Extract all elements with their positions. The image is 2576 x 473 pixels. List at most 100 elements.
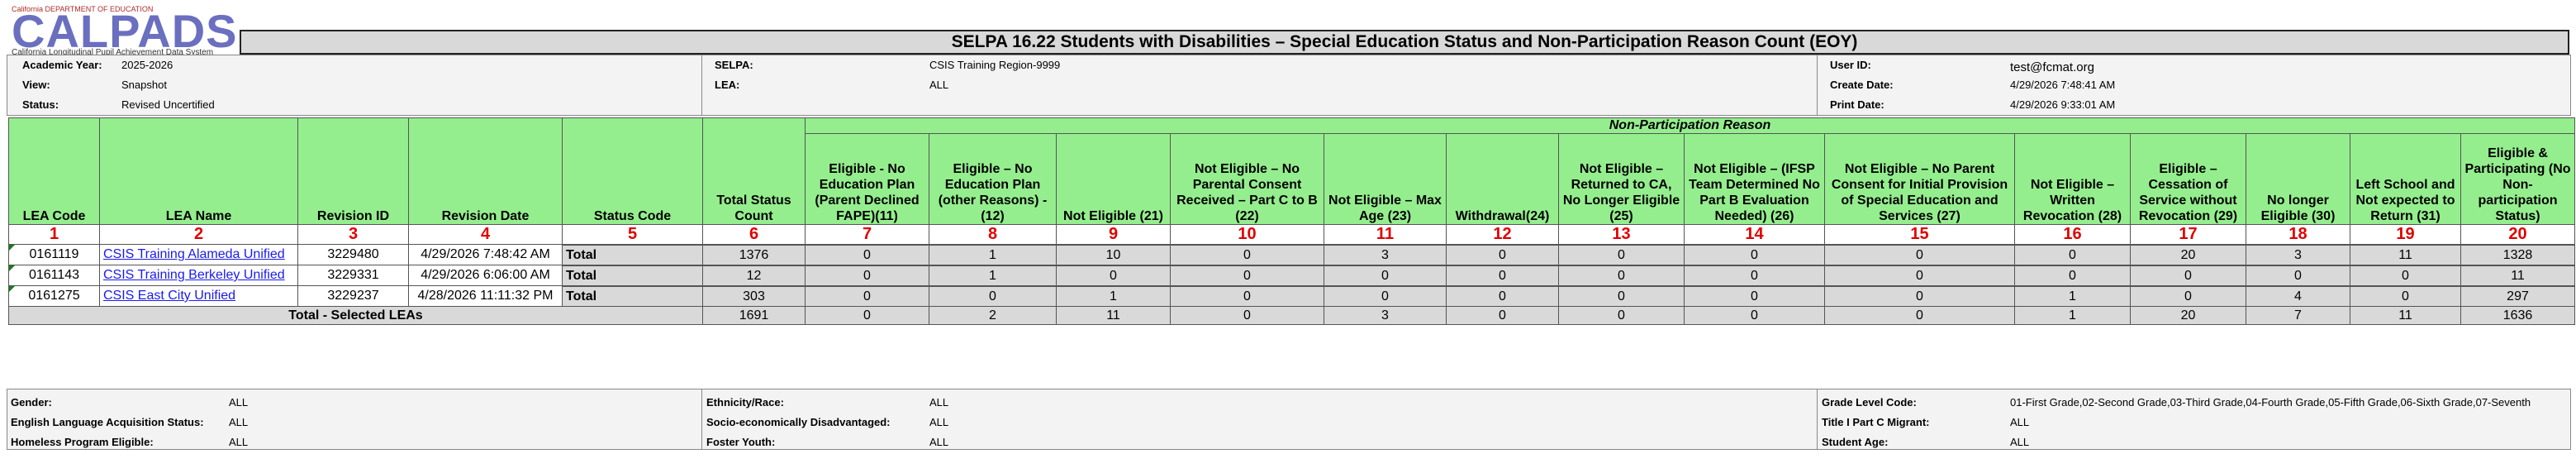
lea-name-link[interactable]: CSIS Training Berkeley Unified — [103, 268, 285, 282]
foster-label: Foster Youth: — [706, 436, 776, 448]
lea-code: 0161275 — [28, 289, 80, 303]
total-value: 0 — [1170, 265, 1324, 286]
revision-id: 3229480 — [297, 244, 409, 265]
academic-year-value: 2025-2026 — [121, 59, 173, 71]
total-value: 12 — [702, 265, 806, 286]
total-value: 0 — [1558, 286, 1685, 307]
sed-value: ALL — [929, 416, 949, 428]
col-header-lea-name: LEA Name — [99, 117, 298, 225]
column-number: 18 — [2246, 224, 2350, 245]
column-number: 3 — [297, 224, 409, 245]
col-header-reason-21: Not Eligible (21) — [1056, 133, 1171, 225]
grade-value: 01-First Grade,02-Second Grade,03-Third … — [2010, 396, 2531, 408]
col-header-reason-31: Left School and Not expected to Return (… — [2350, 133, 2461, 225]
ela-value: ALL — [229, 416, 249, 428]
lea-name-cell: CSIS Training Alameda Unified — [99, 244, 298, 265]
lea-code-cell: 0161143 — [8, 265, 100, 286]
col-header-reason-11: Eligible - No Education Plan (Parent Dec… — [805, 133, 929, 225]
grand-total-value: 1691 — [702, 306, 806, 325]
total-value: 11 — [2350, 245, 2461, 265]
total-value: 0 — [1558, 265, 1685, 286]
total-value: 0 — [2246, 265, 2350, 286]
column-number: 10 — [1170, 224, 1324, 245]
total-value: 0 — [1684, 286, 1825, 307]
grand-total-value: 0 — [1824, 306, 2015, 325]
total-value: 0 — [1056, 265, 1171, 286]
total-value: 303 — [702, 286, 806, 307]
lea-code-cell: 0161275 — [8, 285, 100, 307]
total-value: 297 — [2460, 286, 2576, 307]
ela-label: English Language Acquisition Status: — [11, 416, 204, 428]
col-header-status-code: Status Code — [562, 117, 703, 225]
col-header-reason-30: No longer Eligible (30) — [2246, 133, 2350, 225]
col-header-lea-code: LEA Code — [8, 117, 100, 225]
grand-total-value: 3 — [1324, 306, 1447, 325]
homeless-value: ALL — [229, 436, 249, 448]
print-date-value: 4/29/2026 9:33:01 AM — [2010, 98, 2116, 111]
col-header-revision-id: Revision ID — [297, 117, 409, 225]
revision-date: 4/29/2026 6:06:00 AM — [408, 265, 563, 286]
total-value: 0 — [2014, 265, 2131, 286]
sed-label: Socio-economically Disadvantaged: — [706, 416, 891, 428]
revision-id: 3229237 — [297, 285, 409, 307]
total-value: 0 — [805, 245, 929, 265]
lea-total-row: Total 1376 0 1 10 0 3 0 0 0 0 0 20 3 11 1328 — [9, 245, 2576, 265]
grand-total-row: Total - Selected LEAs 1691 0 2 11 0 3 0 0 0 0 1 20 7 1… — [8, 306, 2576, 325]
footer-divider — [701, 389, 702, 449]
total-label: Total — [562, 245, 703, 265]
cell-flag-marker — [9, 245, 15, 251]
col-header-total-status-count: Total Status Count — [702, 117, 806, 225]
total-value: 11 — [2460, 265, 2576, 286]
migrant-label: Title I Part C Migrant: — [1822, 416, 1930, 428]
report-title: SELPA 16.22 Students with Disabilities –… — [240, 30, 2569, 55]
age-value: ALL — [2010, 436, 2030, 448]
cell-flag-marker — [9, 265, 15, 271]
non-participation-reason-header: Non-Participation Reason — [804, 117, 2576, 134]
total-value: 0 — [2014, 245, 2131, 265]
total-value: 0 — [805, 286, 929, 307]
calpads-logo: California DEPARTMENT OF EDUCATION CALPA… — [7, 5, 238, 57]
total-value: 0 — [1324, 265, 1447, 286]
column-number: 8 — [929, 224, 1057, 245]
total-value: 0 — [1170, 245, 1324, 265]
total-value: 1 — [2014, 286, 2131, 307]
lea-name-cell: CSIS East City Unified — [99, 285, 298, 307]
column-number-row: 1 2 3 4 5 6 7 8 9 10 11 12 13 14 15 16 17 18 19 20 — [8, 224, 2576, 245]
grand-total-label: Total - Selected LEAs — [8, 306, 703, 325]
total-value: 0 — [1824, 286, 2015, 307]
grand-total-value: 1 — [2014, 306, 2131, 325]
column-number: 13 — [1558, 224, 1685, 245]
total-value: 0 — [2350, 286, 2461, 307]
col-header-reason-24: Withdrawal(24) — [1446, 133, 1559, 225]
col-header-reason-27: Not Eligible – No Parent Consent for Ini… — [1824, 133, 2015, 225]
lea-total-row: Total 303 0 0 1 0 0 0 0 0 0 1 0 4 0 297 — [9, 286, 2576, 307]
lea-name-link[interactable]: CSIS Training Alameda Unified — [103, 247, 285, 261]
footer-divider — [1817, 389, 1818, 449]
total-value: 0 — [1684, 245, 1825, 265]
status-label: Status: — [22, 98, 59, 111]
grand-total-value: 0 — [1446, 306, 1559, 325]
total-value: 0 — [929, 286, 1057, 307]
total-value: 0 — [1684, 265, 1825, 286]
total-value: 0 — [2130, 265, 2246, 286]
column-number: 17 — [2130, 224, 2246, 245]
ethnicity-label: Ethnicity/Race: — [706, 396, 784, 408]
lea-total-row: Total 12 0 1 0 0 0 0 0 0 0 0 0 0 0 11 — [9, 265, 2576, 286]
total-value: 3 — [2246, 245, 2350, 265]
total-label: Total — [562, 286, 703, 307]
total-value: 1 — [1056, 286, 1171, 307]
lea-code: 0161119 — [29, 247, 79, 261]
grand-total-value: 0 — [805, 306, 929, 325]
migrant-value: ALL — [2010, 416, 2030, 428]
lea-name-cell: CSIS Training Berkeley Unified — [99, 265, 298, 286]
total-value: 0 — [1446, 286, 1559, 307]
total-value: 1328 — [2460, 245, 2576, 265]
print-date-label: Print Date: — [1830, 98, 1884, 111]
lea-name-link[interactable]: CSIS East City Unified — [103, 289, 236, 303]
column-number: 4 — [408, 224, 563, 245]
total-value: 3 — [1324, 245, 1447, 265]
grand-total-value: 11 — [2350, 306, 2461, 325]
ethnicity-value: ALL — [929, 396, 949, 408]
total-value: 0 — [1824, 245, 2015, 265]
total-value: 0 — [1558, 245, 1685, 265]
